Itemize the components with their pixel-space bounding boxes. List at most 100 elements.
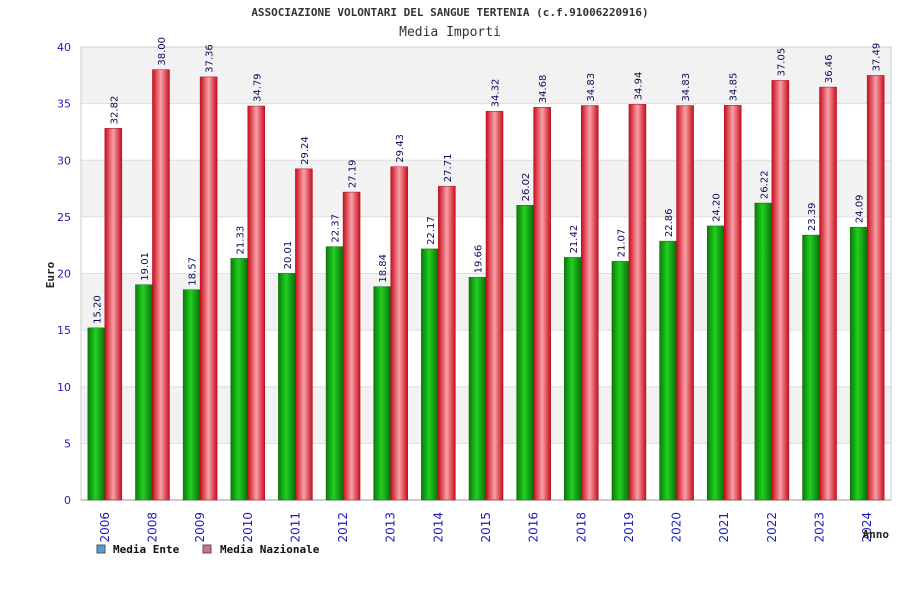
x-tick-label: 2012: [336, 512, 350, 543]
bar-media-nazionale: [533, 106, 551, 501]
bar-media-ente: [468, 277, 487, 501]
value-label-media-ente: 21.42: [569, 225, 580, 254]
value-label-media-nazionale: 38.00: [157, 37, 168, 66]
value-label-media-nazionale: 34.68: [538, 75, 549, 104]
bar-media-nazionale: [390, 166, 408, 501]
bar-media-ente: [754, 202, 773, 501]
y-tick-label: 30: [57, 154, 71, 167]
value-label-media-ente: 20.01: [283, 241, 294, 270]
value-label-media-nazionale: 29.24: [300, 136, 311, 165]
y-tick-label: 15: [57, 324, 71, 337]
bar-media-ente: [516, 205, 534, 501]
x-tick-label: 2022: [765, 512, 779, 543]
x-tick-label: 2020: [670, 512, 684, 543]
bar-media-ente: [182, 289, 201, 501]
chart-subtitle: Media Importi: [399, 25, 501, 40]
bar-media-ente: [87, 327, 106, 501]
bar-media-ente: [373, 286, 391, 501]
value-label-media-ente: 22.86: [664, 208, 675, 237]
value-label-media-ente: 19.01: [140, 252, 151, 281]
bar-media-nazionale: [342, 191, 361, 501]
y-axis-label: Euro: [44, 261, 57, 288]
bar-media-ente: [230, 258, 249, 501]
bar-media-nazionale: [628, 104, 647, 501]
bar-media-ente: [564, 257, 582, 501]
bar-media-nazionale: [247, 105, 266, 501]
bar-media-nazionale: [295, 168, 313, 501]
x-tick-label: 2014: [431, 512, 445, 543]
x-tick-label: 2013: [384, 512, 398, 543]
legend-label-ente: Media Ente: [113, 543, 180, 556]
bars-layer: 15.20 32.82 19.01 38.00 18.57 37.36 21.33 34.79…: [87, 37, 885, 501]
bar-media-nazionale: [581, 105, 599, 501]
bar-media-nazionale: [866, 75, 885, 501]
y-tick-label: 0: [64, 494, 71, 507]
bar-media-nazionale: [152, 69, 170, 501]
x-tick-label: 2019: [622, 512, 636, 543]
value-label-media-ente: 24.20: [712, 193, 723, 222]
bar-media-nazionale: [819, 86, 837, 501]
bar-media-nazionale: [199, 76, 218, 501]
bar-media-ente: [611, 261, 630, 501]
bar-media-nazionale: [723, 105, 742, 501]
bar-media-ente: [325, 246, 344, 501]
x-axis-label: Anno: [863, 528, 890, 541]
x-tick-label: 2021: [717, 512, 731, 543]
value-label-media-nazionale: 29.43: [395, 134, 406, 163]
bar-media-ente: [849, 226, 868, 501]
bar-media-ente: [421, 248, 439, 501]
x-tick-label: 2015: [479, 512, 493, 543]
chart-title: ASSOCIAZIONE VOLONTARI DEL SANGUE TERTEN…: [251, 6, 649, 19]
x-tick-label: 2009: [193, 512, 207, 543]
y-tick-label: 5: [64, 437, 71, 450]
value-label-media-nazionale: 37.36: [205, 44, 216, 73]
bar-media-nazionale: [676, 105, 694, 501]
value-label-media-nazionale: 27.19: [348, 159, 359, 188]
bar-media-ente: [135, 284, 153, 501]
value-label-media-nazionale: 34.83: [681, 73, 692, 102]
bar-media-ente: [659, 240, 677, 501]
bar-media-ente: [802, 234, 820, 501]
value-label-media-ente: 23.39: [807, 202, 818, 231]
value-label-media-ente: 24.09: [855, 195, 866, 224]
value-label-media-nazionale: 34.94: [633, 72, 644, 101]
x-tick-label: 2023: [813, 512, 827, 543]
value-label-media-ente: 21.33: [235, 226, 246, 255]
value-label-media-ente: 22.17: [426, 216, 437, 245]
legend: Media Ente Media Nazionale: [96, 543, 320, 556]
value-label-media-ente: 21.07: [616, 229, 627, 258]
x-tick-label: 2018: [574, 512, 588, 543]
value-label-media-nazionale: 34.85: [729, 73, 740, 102]
y-tick-label: 25: [57, 211, 71, 224]
x-tick-label: 2024: [860, 512, 874, 543]
value-label-media-nazionale: 34.83: [586, 73, 597, 102]
x-tick-label: 2010: [241, 512, 255, 543]
x-tick-label: 2011: [288, 512, 302, 543]
value-label-media-ente: 18.84: [378, 254, 389, 283]
x-tick-label: 2016: [527, 512, 541, 543]
value-label-media-ente: 15.20: [92, 295, 103, 324]
value-label-media-ente: 19.66: [474, 245, 485, 274]
y-tick-label: 10: [57, 381, 71, 394]
x-tick-label: 2008: [145, 512, 159, 543]
bar-media-nazionale: [485, 111, 504, 501]
value-label-media-ente: 26.22: [759, 170, 770, 199]
value-label-media-ente: 18.57: [188, 257, 199, 286]
y-tick-label: 35: [57, 98, 71, 111]
bar-media-nazionale: [438, 185, 456, 501]
value-label-media-nazionale: 34.79: [252, 73, 263, 102]
legend-swatch-nazionale: [202, 544, 212, 554]
bar-media-nazionale: [104, 128, 123, 501]
value-label-media-ente: 22.37: [331, 214, 342, 243]
legend-swatch-ente: [96, 544, 106, 554]
bar-media-ente: [706, 225, 725, 501]
legend-label-nazionale: Media Nazionale: [220, 543, 320, 556]
value-label-media-nazionale: 37.49: [872, 43, 883, 72]
value-label-media-nazionale: 36.46: [824, 54, 835, 83]
value-label-media-nazionale: 37.05: [776, 48, 787, 77]
value-label-media-nazionale: 27.71: [443, 154, 454, 183]
value-label-media-ente: 26.02: [521, 173, 532, 202]
value-label-media-nazionale: 34.32: [491, 79, 502, 108]
